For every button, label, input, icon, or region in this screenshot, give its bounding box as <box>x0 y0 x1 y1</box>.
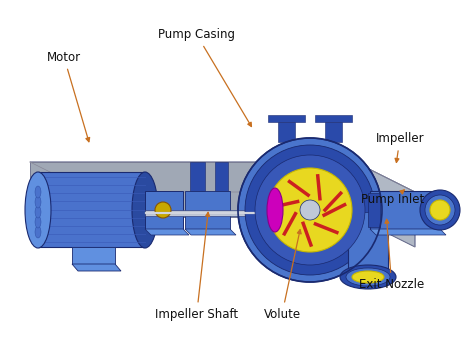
Bar <box>345 198 390 212</box>
Polygon shape <box>38 172 145 247</box>
Bar <box>370 191 440 229</box>
Ellipse shape <box>238 138 382 282</box>
Text: Volute: Volute <box>264 230 301 321</box>
Ellipse shape <box>35 216 41 228</box>
Ellipse shape <box>35 186 41 198</box>
Text: Impeller: Impeller <box>375 132 424 162</box>
Ellipse shape <box>35 226 41 238</box>
Ellipse shape <box>255 155 365 265</box>
Ellipse shape <box>352 271 384 283</box>
Polygon shape <box>325 122 342 142</box>
Ellipse shape <box>430 200 450 220</box>
Bar <box>145 210 310 216</box>
Text: Pump Inlet: Pump Inlet <box>361 190 424 206</box>
Bar <box>185 191 230 229</box>
Ellipse shape <box>346 268 390 286</box>
Ellipse shape <box>267 188 283 232</box>
Polygon shape <box>72 264 121 271</box>
Polygon shape <box>30 162 355 217</box>
Ellipse shape <box>245 145 375 275</box>
Polygon shape <box>72 247 115 264</box>
Ellipse shape <box>420 190 460 230</box>
Polygon shape <box>268 115 305 122</box>
Text: Exit Nozzle: Exit Nozzle <box>359 219 424 291</box>
Text: Pump Casing: Pump Casing <box>158 28 251 127</box>
Ellipse shape <box>155 202 171 218</box>
Polygon shape <box>215 162 228 191</box>
Ellipse shape <box>35 196 41 208</box>
Ellipse shape <box>425 195 455 225</box>
Polygon shape <box>278 122 295 142</box>
Bar <box>348 207 388 277</box>
Bar <box>145 191 183 229</box>
Ellipse shape <box>132 172 158 248</box>
Ellipse shape <box>340 265 396 289</box>
Polygon shape <box>355 162 415 247</box>
Ellipse shape <box>35 206 41 218</box>
Ellipse shape <box>25 172 51 248</box>
Text: Impeller Shaft: Impeller Shaft <box>155 212 238 321</box>
Text: Motor: Motor <box>47 51 90 142</box>
Polygon shape <box>315 115 352 122</box>
Ellipse shape <box>268 168 352 252</box>
Bar <box>145 212 310 214</box>
Polygon shape <box>30 162 415 192</box>
Polygon shape <box>145 229 189 235</box>
Bar <box>368 193 380 227</box>
Polygon shape <box>185 229 236 235</box>
Polygon shape <box>370 229 446 235</box>
Polygon shape <box>190 162 205 191</box>
Ellipse shape <box>300 200 320 220</box>
